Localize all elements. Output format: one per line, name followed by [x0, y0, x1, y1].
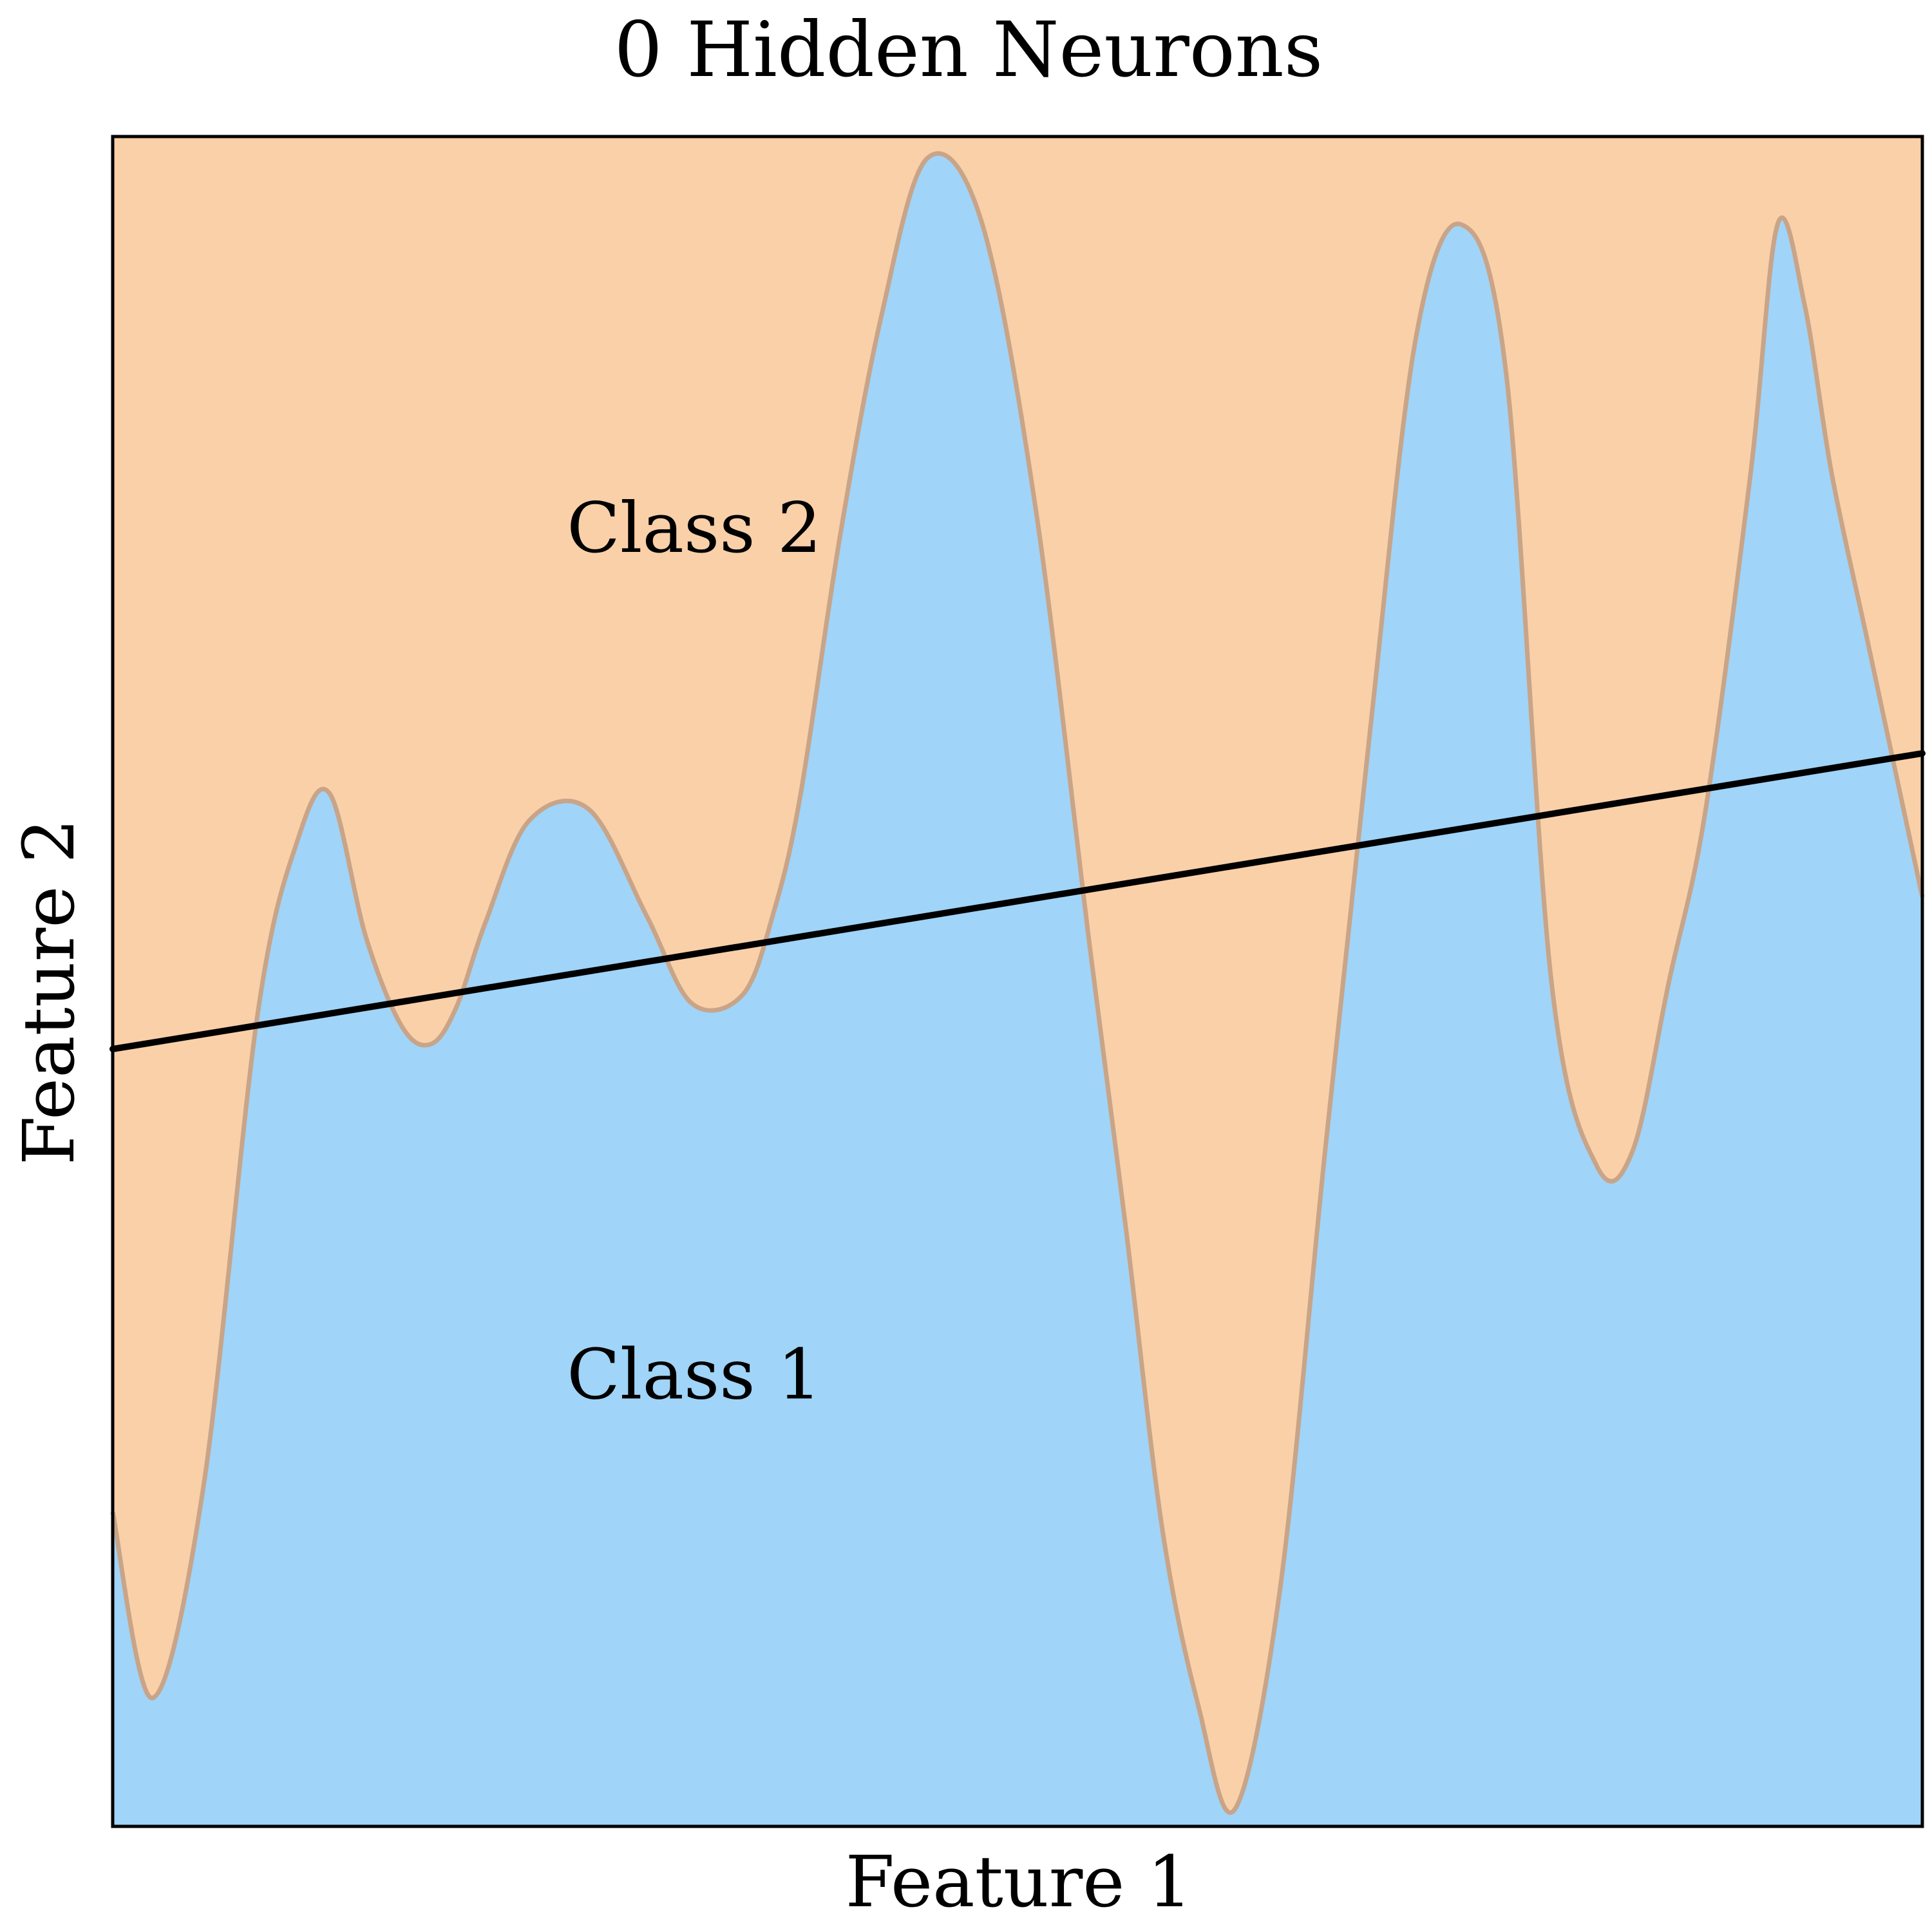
class-1-region	[113, 153, 1922, 1826]
plot-area: Class 2 Class 1	[109, 135, 1926, 1828]
chart-title: 0 Hidden Neurons	[614, 5, 1323, 94]
y-axis-label: Feature 2	[8, 819, 90, 1166]
class-1-label: Class 1	[567, 1334, 821, 1415]
plot-frame	[111, 135, 1924, 1828]
linear-classifier-line	[109, 750, 1926, 1052]
class-2-label: Class 2	[567, 488, 821, 569]
decision-boundary-curve	[110, 151, 1925, 1815]
x-axis-label: Feature 1	[846, 1841, 1193, 1923]
